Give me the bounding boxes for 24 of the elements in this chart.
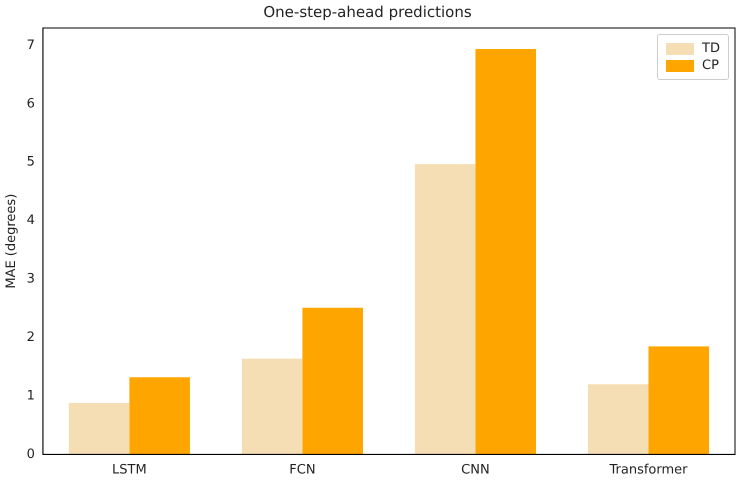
bar [302, 308, 363, 454]
y-tick-label: 3 [26, 272, 35, 287]
bar [242, 358, 302, 454]
bar [68, 403, 130, 454]
y-tick-label: 7 [26, 38, 35, 53]
y-tick-label: 4 [26, 213, 35, 228]
y-tick-label: 5 [26, 154, 35, 170]
x-tick-label: CNN [461, 462, 490, 478]
x-tick-label: FCN [289, 462, 316, 478]
x-tick-label: LSTM [112, 462, 147, 478]
legend-label: CP [702, 58, 719, 73]
y-tick-label: 2 [26, 330, 35, 345]
bar [475, 49, 536, 454]
y-tick-label: 0 [26, 446, 35, 462]
chart-title: One-step-ahead predictions [263, 2, 472, 21]
y-tick-label: 1 [26, 388, 35, 404]
bar [414, 164, 476, 454]
bar [648, 346, 710, 454]
bar [588, 384, 648, 454]
bar [129, 377, 190, 454]
x-tick-label: Transformer [608, 462, 688, 478]
legend-label: TD [702, 41, 720, 56]
y-axis-title: MAE (degrees) [4, 194, 20, 289]
y-tick-label: 6 [26, 96, 35, 112]
